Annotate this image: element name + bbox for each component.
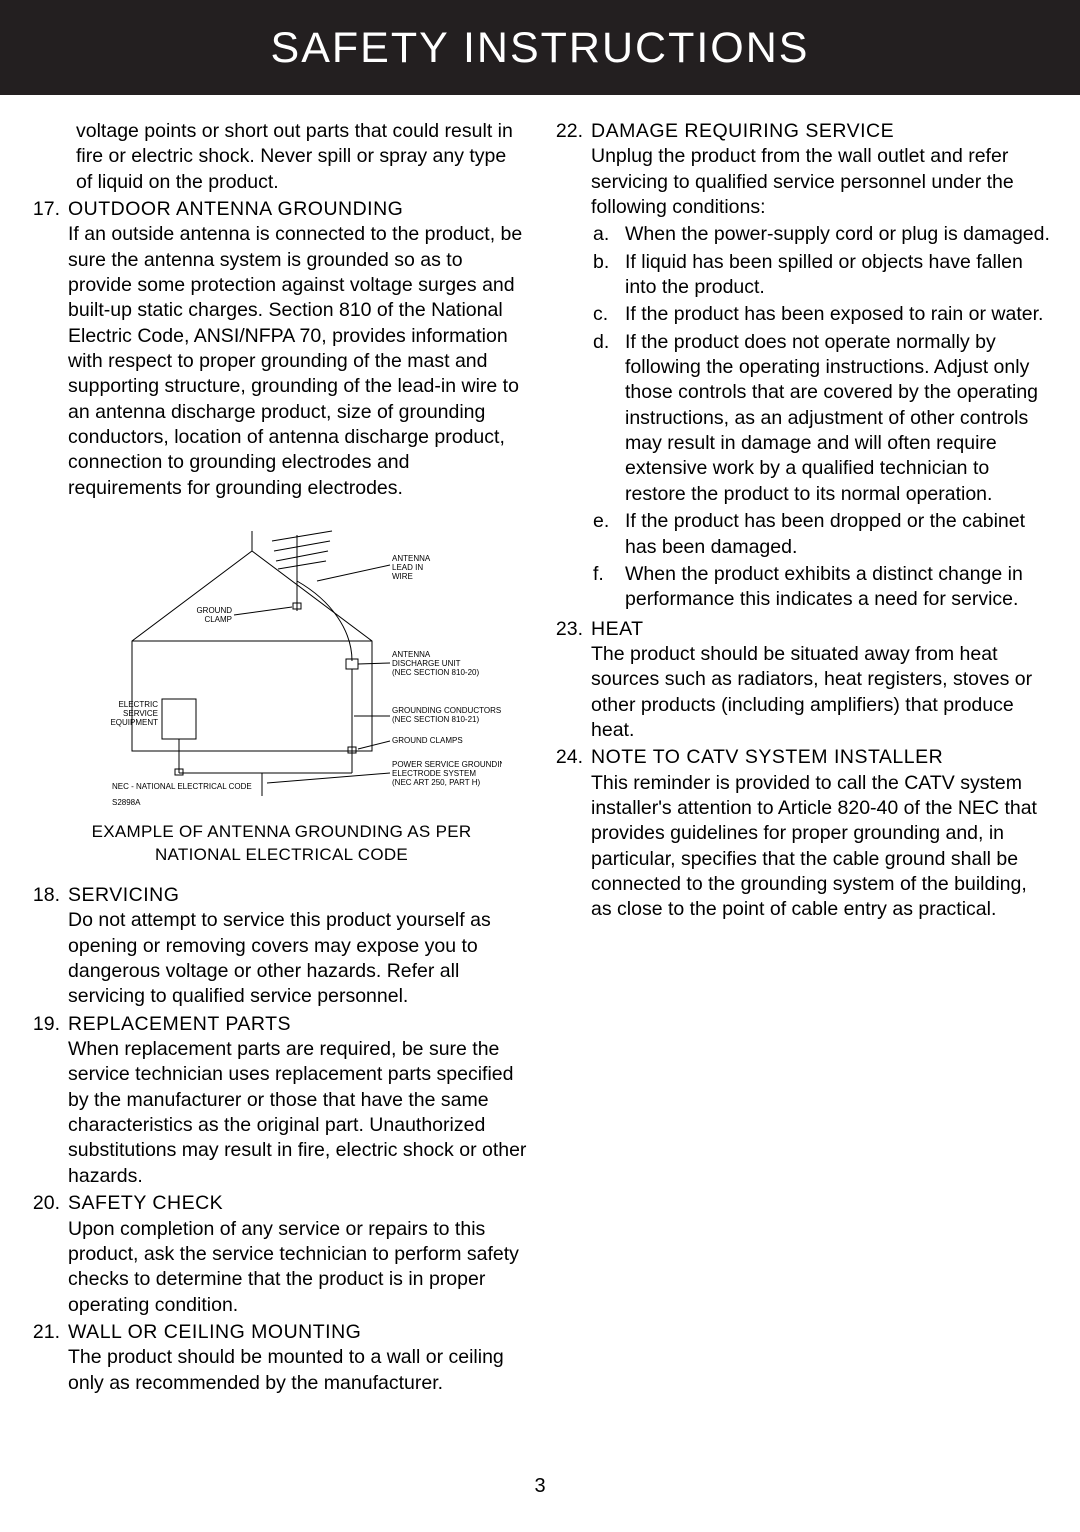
sub-key: f.	[591, 562, 625, 613]
sub-text: If the product has been dropped or the c…	[625, 509, 1050, 560]
item-24: 24. NOTE TO CATV SYSTEM INSTALLER This r…	[553, 745, 1050, 922]
sub-text: If liquid has been spilled or objects ha…	[625, 250, 1050, 301]
sub-text: If the product does not operate normally…	[625, 330, 1050, 507]
item-20: 20. SAFETY CHECK Upon completion of any …	[30, 1191, 527, 1318]
item-text: Unplug the product from the wall outlet …	[591, 145, 1014, 218]
item-text: If an outside antenna is connected to th…	[68, 223, 522, 498]
figure-caption: EXAMPLE OF ANTENNA GROUNDING AS PER NATI…	[76, 815, 527, 873]
right-column: 22. DAMAGE REQUIRING SERVICE Unplug the …	[553, 119, 1050, 1398]
subitem-a: a. When the power-supply cord or plug is…	[591, 222, 1050, 247]
subitem-e: e. If the product has been dropped or th…	[591, 509, 1050, 560]
item-body: NOTE TO CATV SYSTEM INSTALLER This remin…	[591, 745, 1050, 922]
svg-text:(NEC ART 250, PART H): (NEC ART 250, PART H)	[392, 778, 481, 787]
subitem-f: f. When the product exhibits a distinct …	[591, 562, 1050, 613]
item-21: 21. WALL OR CEILING MOUNTING The product…	[30, 1320, 527, 1396]
lead-in-text: voltage points or short out parts that c…	[30, 119, 527, 195]
item-text: The product should be mounted to a wall …	[68, 1346, 504, 1393]
sub-key: e.	[591, 509, 625, 560]
antenna-grounding-figure: ANTENNA LEAD IN WIRE GROUND CLAMP ANTENN…	[30, 503, 527, 883]
item-18: 18. SERVICING Do not attempt to service …	[30, 883, 527, 1010]
item-body: SERVICING Do not attempt to service this…	[68, 883, 527, 1010]
sublist-22: a. When the power-supply cord or plug is…	[591, 222, 1050, 612]
item-body: DAMAGE REQUIRING SERVICE Unplug the prod…	[591, 119, 1050, 615]
content-columns: voltage points or short out parts that c…	[0, 95, 1080, 1398]
item-number: 17.	[30, 197, 68, 501]
antenna-diagram-icon: ANTENNA LEAD IN WIRE GROUND CLAMP ANTENN…	[102, 521, 502, 811]
left-column: voltage points or short out parts that c…	[30, 119, 527, 1398]
header-title: SAFETY INSTRUCTIONS	[271, 24, 810, 72]
item-number: 22.	[553, 119, 591, 615]
item-title: REPLACEMENT PARTS	[68, 1013, 291, 1035]
svg-text:LEAD IN: LEAD IN	[392, 563, 423, 572]
svg-text:WIRE: WIRE	[392, 572, 413, 581]
svg-text:GROUNDING CONDUCTORS: GROUNDING CONDUCTORS	[392, 706, 501, 715]
svg-text:GROUND: GROUND	[196, 606, 232, 615]
item-title: NOTE TO CATV SYSTEM INSTALLER	[591, 746, 943, 768]
item-body: OUTDOOR ANTENNA GROUNDING If an outside …	[68, 197, 527, 501]
item-number: 19.	[30, 1012, 68, 1189]
page-number: 3	[0, 1475, 1080, 1498]
sub-text: When the power-supply cord or plug is da…	[625, 222, 1050, 247]
item-23: 23. HEAT The product should be situated …	[553, 617, 1050, 744]
item-body: HEAT The product should be situated away…	[591, 617, 1050, 744]
svg-text:SERVICE: SERVICE	[123, 709, 158, 718]
item-text: The product should be situated away from…	[591, 643, 1032, 741]
item-body: REPLACEMENT PARTS When replacement parts…	[68, 1012, 527, 1189]
sub-text: When the product exhibits a distinct cha…	[625, 562, 1050, 613]
item-number: 21.	[30, 1320, 68, 1396]
svg-text:DISCHARGE UNIT: DISCHARGE UNIT	[392, 659, 461, 668]
item-number: 20.	[30, 1191, 68, 1318]
svg-text:S2898A: S2898A	[112, 798, 141, 807]
item-title: WALL OR CEILING MOUNTING	[68, 1321, 361, 1343]
sub-key: c.	[591, 302, 625, 327]
svg-text:ELECTRIC: ELECTRIC	[118, 700, 158, 709]
svg-text:(NEC SECTION 810-20): (NEC SECTION 810-20)	[392, 668, 479, 677]
subitem-c: c. If the product has been exposed to ra…	[591, 302, 1050, 327]
subitem-d: d. If the product does not operate norma…	[591, 330, 1050, 507]
item-title: SAFETY CHECK	[68, 1192, 223, 1214]
item-number: 18.	[30, 883, 68, 1010]
sub-text: If the product has been exposed to rain …	[625, 302, 1043, 327]
item-title: HEAT	[591, 618, 644, 640]
sub-key: a.	[591, 222, 625, 247]
svg-text:ELECTRODE SYSTEM: ELECTRODE SYSTEM	[392, 769, 476, 778]
item-text: This reminder is provided to call the CA…	[591, 772, 1037, 921]
svg-text:(NEC SECTION 810-21): (NEC SECTION 810-21)	[392, 715, 479, 724]
item-text: When replacement parts are required, be …	[68, 1038, 526, 1187]
item-body: SAFETY CHECK Upon completion of any serv…	[68, 1191, 527, 1318]
page-header: SAFETY INSTRUCTIONS	[0, 0, 1080, 95]
item-text: Upon completion of any service or repair…	[68, 1218, 519, 1316]
item-number: 23.	[553, 617, 591, 744]
svg-text:ANTENNA: ANTENNA	[392, 650, 431, 659]
svg-text:ANTENNA: ANTENNA	[392, 554, 431, 563]
svg-text:CLAMP: CLAMP	[204, 615, 232, 624]
item-17: 17. OUTDOOR ANTENNA GROUNDING If an outs…	[30, 197, 527, 501]
item-text: Do not attempt to service this product y…	[68, 909, 491, 1007]
item-body: WALL OR CEILING MOUNTING The product sho…	[68, 1320, 527, 1396]
item-22: 22. DAMAGE REQUIRING SERVICE Unplug the …	[553, 119, 1050, 615]
item-title: OUTDOOR ANTENNA GROUNDING	[68, 198, 403, 220]
svg-text:GROUND CLAMPS: GROUND CLAMPS	[392, 736, 463, 745]
svg-text:EQUIPMENT: EQUIPMENT	[110, 718, 158, 727]
subitem-b: b. If liquid has been spilled or objects…	[591, 250, 1050, 301]
sub-key: b.	[591, 250, 625, 301]
svg-text:NEC - NATIONAL ELECTRICAL CODE: NEC - NATIONAL ELECTRICAL CODE	[112, 782, 252, 791]
svg-text:POWER SERVICE GROUNDING: POWER SERVICE GROUNDING	[392, 760, 502, 769]
item-title: DAMAGE REQUIRING SERVICE	[591, 120, 894, 142]
sub-key: d.	[591, 330, 625, 507]
item-19: 19. REPLACEMENT PARTS When replacement p…	[30, 1012, 527, 1189]
item-title: SERVICING	[68, 884, 179, 906]
item-number: 24.	[553, 745, 591, 922]
